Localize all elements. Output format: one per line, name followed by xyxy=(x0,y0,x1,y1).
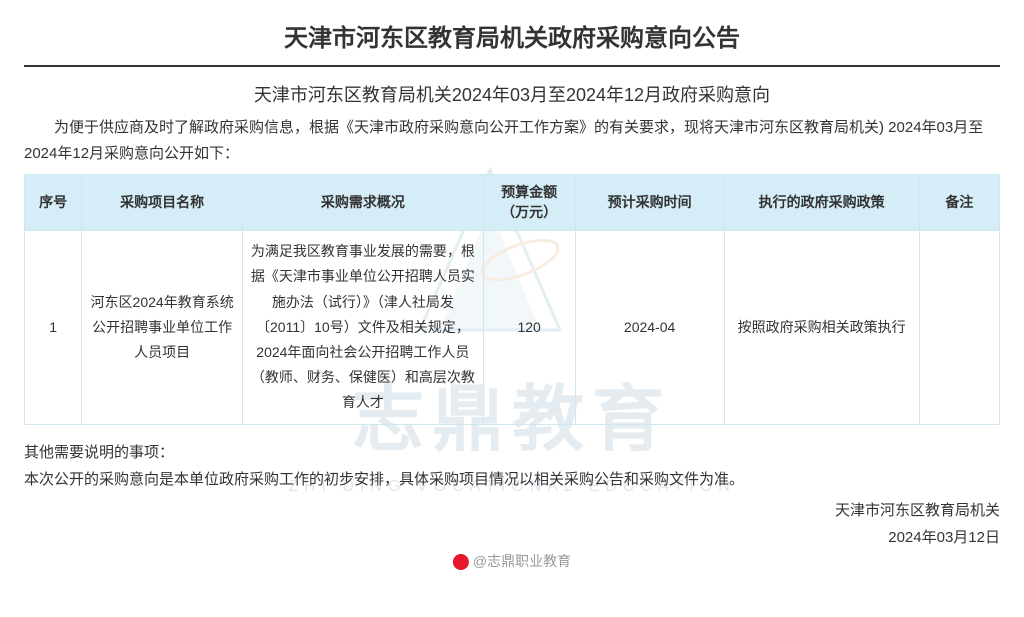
cell-budget: 120 xyxy=(483,231,575,424)
cell-time: 2024-04 xyxy=(575,231,724,424)
weibo-icon xyxy=(453,554,469,570)
signature-org: 天津市河东区教育局机关 xyxy=(24,497,1000,524)
procurement-table: 序号 采购项目名称 采购需求概况 预算金额（万元） 预计采购时间 执行的政府采购… xyxy=(24,174,1000,425)
th-desc: 采购需求概况 xyxy=(242,175,483,231)
weibo-attribution: @志鼎职业教育 xyxy=(447,549,577,573)
cell-desc: 为满足我区教育事业发展的需要，根据《天津市事业单位公开招聘人员实施办法（试行）》… xyxy=(242,231,483,424)
table-row: 1 河东区2024年教育系统公开招聘事业单位工作人员项目 为满足我区教育事业发展… xyxy=(25,231,1000,424)
document-subtitle: 天津市河东区教育局机关2024年03月至2024年12月政府采购意向 xyxy=(24,81,1000,107)
th-policy: 执行的政府采购政策 xyxy=(724,175,919,231)
cell-policy: 按照政府采购相关政策执行 xyxy=(724,231,919,424)
footer-note-label: 其他需要说明的事项： xyxy=(24,439,1000,466)
cell-note xyxy=(919,231,999,424)
weibo-handle: @志鼎职业教育 xyxy=(473,553,571,569)
footer-note-text: 本次公开的采购意向是本单位政府采购工作的初步安排，具体采购项目情况以相关采购公告… xyxy=(24,466,1000,493)
th-note: 备注 xyxy=(919,175,999,231)
footer-notes: 其他需要说明的事项： 本次公开的采购意向是本单位政府采购工作的初步安排，具体采购… xyxy=(24,439,1000,493)
signature-date: 2024年03月12日 xyxy=(24,524,1000,551)
cell-seq: 1 xyxy=(25,231,82,424)
intro-paragraph: 为便于供应商及时了解政府采购信息，根据《天津市政府采购意向公开工作方案》的有关要… xyxy=(24,115,1000,166)
table-header-row: 序号 采购项目名称 采购需求概况 预算金额（万元） 预计采购时间 执行的政府采购… xyxy=(25,175,1000,231)
th-name: 采购项目名称 xyxy=(82,175,243,231)
cell-name: 河东区2024年教育系统公开招聘事业单位工作人员项目 xyxy=(82,231,243,424)
th-time: 预计采购时间 xyxy=(575,175,724,231)
signature-block: 天津市河东区教育局机关 2024年03月12日 xyxy=(24,497,1000,551)
th-seq: 序号 xyxy=(25,175,82,231)
document-title: 天津市河东区教育局机关政府采购意向公告 xyxy=(24,18,1000,67)
th-budget: 预算金额（万元） xyxy=(483,175,575,231)
